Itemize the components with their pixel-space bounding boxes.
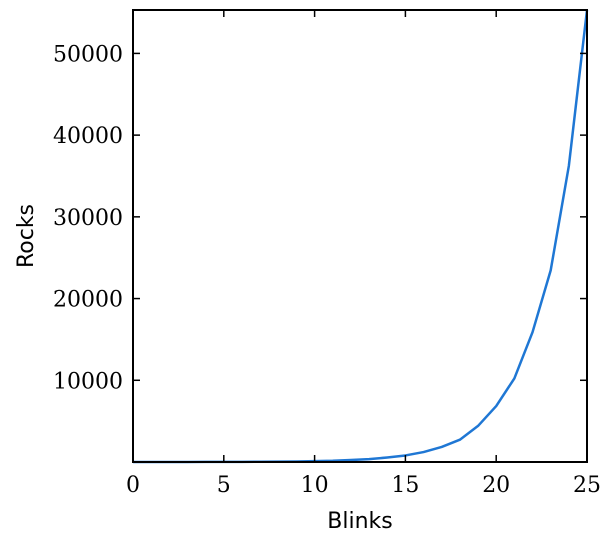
x-tick-label: 25 xyxy=(573,473,601,498)
x-tick-label: 5 xyxy=(217,473,231,498)
plot-frame xyxy=(132,9,588,463)
x-tick-label: 0 xyxy=(126,473,140,498)
y-tick-label: 10000 xyxy=(53,369,123,394)
x-tick-label: 15 xyxy=(391,473,419,498)
y-tick-label: 20000 xyxy=(53,288,123,313)
x-tick-label: 10 xyxy=(301,473,329,498)
x-tick-label: 20 xyxy=(482,473,510,498)
y-tick-label: 30000 xyxy=(53,206,123,231)
y-tick-label: 40000 xyxy=(53,124,123,149)
y-axis-label: Rocks xyxy=(14,204,39,268)
y-tick-label: 50000 xyxy=(53,42,123,67)
series-line-0 xyxy=(133,9,589,464)
x-axis-label: Blinks xyxy=(327,509,392,534)
